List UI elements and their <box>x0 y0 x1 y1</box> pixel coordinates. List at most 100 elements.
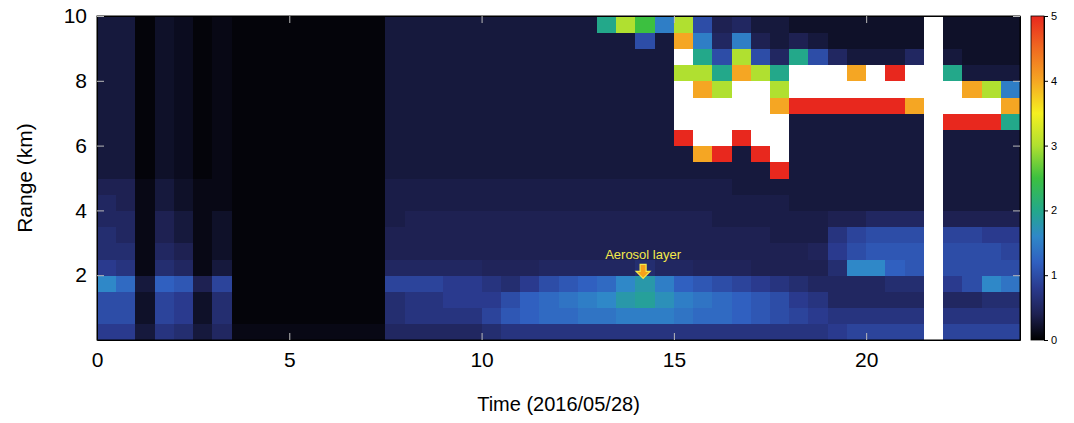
cell <box>616 48 636 65</box>
cell <box>462 146 482 163</box>
cell <box>270 162 290 179</box>
cell <box>866 16 886 33</box>
cell <box>962 129 982 146</box>
cell <box>616 16 636 33</box>
cell <box>655 81 675 98</box>
cell <box>885 210 905 227</box>
tick-mark <box>97 81 104 82</box>
cell <box>289 291 309 308</box>
cell <box>712 178 732 195</box>
cell <box>578 194 598 211</box>
cell <box>635 81 655 98</box>
cell <box>405 16 425 33</box>
cell <box>462 97 482 114</box>
cell <box>135 227 155 244</box>
cell <box>520 129 540 146</box>
cell <box>405 178 425 195</box>
cell <box>405 227 425 244</box>
cell <box>309 324 329 340</box>
cell <box>770 162 790 179</box>
cell <box>443 113 463 130</box>
cell <box>828 32 848 49</box>
cell <box>462 113 482 130</box>
cell <box>501 194 521 211</box>
cell <box>1001 243 1020 260</box>
cell <box>501 16 521 33</box>
cell <box>905 275 925 292</box>
cell <box>828 113 848 130</box>
cell <box>847 178 867 195</box>
cell <box>443 194 463 211</box>
cell <box>905 308 925 325</box>
cell <box>847 194 867 211</box>
cell <box>559 210 579 227</box>
cell <box>962 146 982 163</box>
cell <box>885 129 905 146</box>
cell <box>905 243 925 260</box>
cell <box>97 32 117 49</box>
cell <box>751 146 771 163</box>
cell <box>193 32 213 49</box>
cell <box>328 308 348 325</box>
cell <box>289 129 309 146</box>
cell <box>847 65 867 82</box>
cell <box>578 178 598 195</box>
cell <box>328 259 348 276</box>
cell <box>1001 65 1020 82</box>
cell <box>905 259 925 276</box>
cell <box>520 162 540 179</box>
cell <box>578 275 598 292</box>
tick <box>1013 16 1020 17</box>
cell <box>770 113 790 130</box>
cell <box>482 227 502 244</box>
cell <box>770 210 790 227</box>
cell <box>309 129 329 146</box>
cell <box>155 324 175 340</box>
cell <box>905 48 925 65</box>
cell <box>789 65 809 82</box>
cell <box>885 48 905 65</box>
cell <box>674 65 694 82</box>
cell <box>174 227 194 244</box>
cell <box>943 275 963 292</box>
cell <box>520 227 540 244</box>
cell <box>866 291 886 308</box>
cell <box>866 129 886 146</box>
cell <box>135 16 155 33</box>
cell <box>501 65 521 82</box>
cell <box>847 210 867 227</box>
cell <box>885 259 905 276</box>
tick <box>289 16 290 23</box>
cell <box>328 227 348 244</box>
cell <box>597 146 617 163</box>
cell <box>828 48 848 65</box>
cell <box>116 275 136 292</box>
cell <box>962 194 982 211</box>
cell <box>232 81 252 98</box>
cell <box>443 243 463 260</box>
cell <box>578 97 598 114</box>
cell <box>251 178 271 195</box>
cell <box>828 324 848 340</box>
cell <box>443 324 463 340</box>
cell <box>232 243 252 260</box>
cell <box>712 16 732 33</box>
tick-mark <box>97 146 104 147</box>
cell <box>193 210 213 227</box>
cell <box>501 113 521 130</box>
cell <box>97 210 117 227</box>
cell <box>405 146 425 163</box>
cell <box>424 227 444 244</box>
cell <box>828 178 848 195</box>
cell <box>885 291 905 308</box>
cell <box>366 65 386 82</box>
axis-line <box>98 340 1021 341</box>
cell <box>751 32 771 49</box>
cell <box>501 162 521 179</box>
cell <box>866 97 886 114</box>
cell <box>712 32 732 49</box>
cell <box>385 194 405 211</box>
cell <box>520 275 540 292</box>
cell <box>982 210 1002 227</box>
cell <box>943 194 963 211</box>
